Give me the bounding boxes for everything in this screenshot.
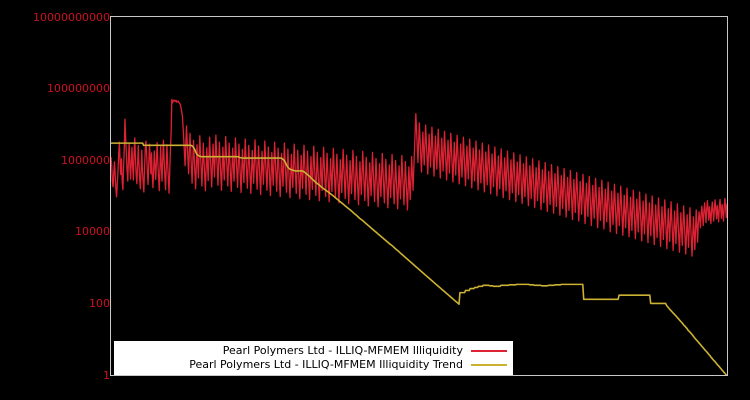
plot-svg <box>111 98 727 375</box>
y-tick-label: 1 <box>103 368 110 382</box>
legend-item[interactable]: Pearl Polymers Ltd - ILLIQ-MFMEM Illiqui… <box>114 344 513 358</box>
legend-item[interactable]: Pearl Polymers Ltd - ILLIQ-MFMEM Illiqui… <box>114 358 513 372</box>
chart-legend: Pearl Polymers Ltd - ILLIQ-MFMEM Illiqui… <box>114 341 513 375</box>
y-axis-tick-labels: 10000000000 100000000 1000000 10000 100 1 <box>0 0 110 400</box>
y-tick-label: 100 <box>89 296 110 310</box>
y-tick-label: 100000000 <box>47 82 110 96</box>
plot-area <box>110 16 728 376</box>
legend-swatch-trend <box>471 364 507 366</box>
legend-label-illiquidity: Pearl Polymers Ltd - ILLIQ-MFMEM Illiqui… <box>222 344 463 357</box>
legend-label-trend: Pearl Polymers Ltd - ILLIQ-MFMEM Illiqui… <box>189 358 463 371</box>
y-tick-label: 10000000000 <box>33 10 110 24</box>
legend-swatch-illiquidity <box>471 350 507 352</box>
series-illiquidity <box>111 98 727 257</box>
y-tick-label: 1000000 <box>61 153 110 167</box>
y-tick-label: 10000 <box>75 225 110 239</box>
series-trend <box>111 142 727 375</box>
